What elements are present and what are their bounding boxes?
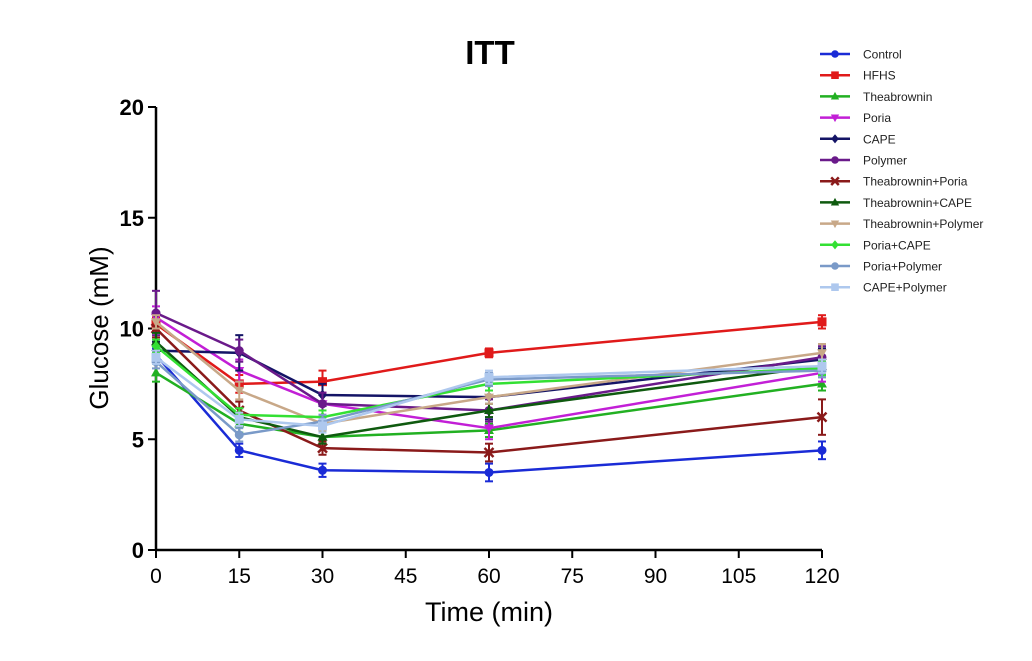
y-tick-label: 5	[132, 427, 144, 452]
legend-label: Polymer	[863, 154, 907, 168]
legend-item: Control	[820, 48, 902, 62]
legend-swatch-marker	[831, 50, 839, 58]
legend-label: Theabrownin+CAPE	[863, 196, 972, 210]
y-tick-label: 15	[120, 206, 144, 231]
y-axis-label: Glucose (mM)	[84, 246, 114, 409]
chart-title: ITT	[465, 34, 514, 71]
legend-label: Poria+CAPE	[863, 238, 931, 252]
data-point	[234, 445, 244, 455]
marker-stroke	[830, 176, 840, 186]
legend-label: Theabrownin+Polymer	[863, 217, 983, 231]
data-point	[484, 348, 494, 358]
data-point	[817, 317, 827, 327]
data-point	[817, 349, 827, 359]
legend-label: Poria	[863, 111, 891, 125]
x-axis-label: Time (min)	[425, 597, 553, 627]
data-point	[484, 393, 494, 403]
legend-item: Theabrownin+Poria	[820, 175, 968, 189]
data-point	[234, 414, 244, 424]
y-tick-label: 10	[120, 317, 144, 342]
x-tick-label: 0	[150, 565, 162, 588]
legend-swatch-marker	[831, 283, 839, 291]
legend-swatch-marker	[831, 240, 839, 250]
legend-swatch-marker	[830, 91, 840, 100]
data-point	[151, 318, 161, 328]
data-point	[484, 372, 494, 382]
legend-swatch-marker	[831, 262, 839, 270]
legend-swatch-marker	[830, 220, 840, 229]
legend-item: Theabrownin	[820, 90, 932, 104]
legend-swatch-marker	[830, 176, 840, 186]
x-tick-label: 90	[644, 565, 667, 588]
data-point	[234, 430, 244, 440]
data-point	[318, 421, 327, 431]
legend-label: CAPE	[863, 132, 896, 146]
data-point	[318, 377, 327, 387]
legend-swatch-marker	[830, 197, 840, 206]
data-point	[317, 431, 328, 441]
data-point	[484, 467, 494, 477]
marker-stroke	[816, 411, 828, 423]
data-point	[234, 346, 244, 356]
data-point	[817, 361, 827, 371]
data-point	[151, 352, 161, 362]
legend-label: Poria+Polymer	[863, 260, 942, 274]
y-tick-label: 0	[132, 538, 144, 563]
legend-item: Poria+CAPE	[820, 238, 931, 252]
legend-label: Theabrownin	[863, 90, 932, 104]
legend-item: Poria	[820, 111, 891, 125]
legend-label: HFHS	[863, 69, 896, 83]
legend-item: Poria+Polymer	[820, 260, 942, 274]
x-tick-label: 60	[477, 565, 500, 588]
legend-item: Theabrownin+Polymer	[820, 217, 983, 231]
data-point	[151, 367, 161, 377]
x-tick-label: 75	[561, 565, 584, 588]
data-point	[151, 340, 161, 352]
data-point	[484, 424, 494, 434]
legend-label: Theabrownin+Poria	[863, 175, 968, 189]
legend-item: HFHS	[820, 69, 896, 83]
legend-label: Control	[863, 48, 902, 62]
y-tick-label: 20	[120, 95, 144, 120]
legend-item: Theabrownin+CAPE	[820, 196, 972, 210]
x-tick-label: 45	[394, 565, 417, 588]
x-tick-label: 105	[721, 565, 756, 588]
legend-swatch-marker	[831, 134, 839, 144]
axes: 0 15 30 45 60 75 90 105 120 0 5 10 15 20	[120, 95, 840, 588]
marker-stroke	[317, 442, 328, 454]
series-lines	[150, 289, 828, 483]
data-point	[234, 386, 245, 396]
x-tick-label: 120	[804, 565, 839, 588]
marker-stroke	[483, 447, 495, 458]
x-tick-label: 15	[228, 565, 251, 588]
legend-item: Polymer	[820, 154, 907, 168]
legend-swatch-marker	[830, 114, 840, 123]
data-point	[816, 411, 828, 423]
data-point	[817, 445, 827, 455]
data-point	[484, 405, 494, 415]
legend: Control HFHS Theabrownin Poria CAPE Polymer Th…	[820, 48, 983, 295]
series-cape-plus-polymer	[151, 349, 827, 434]
series-theabrownin-plus-poria	[150, 318, 828, 463]
legend-item: CAPE	[820, 132, 896, 146]
legend-swatch-marker	[831, 156, 839, 164]
legend-swatch-marker	[831, 71, 839, 79]
data-point	[817, 378, 827, 388]
data-point	[317, 442, 328, 454]
x-tick-label: 30	[311, 565, 334, 588]
legend-item: CAPE+Polymer	[820, 281, 947, 295]
data-point	[318, 465, 327, 475]
data-point	[483, 447, 495, 458]
data-point	[318, 399, 327, 409]
legend-label: CAPE+Polymer	[863, 281, 947, 295]
